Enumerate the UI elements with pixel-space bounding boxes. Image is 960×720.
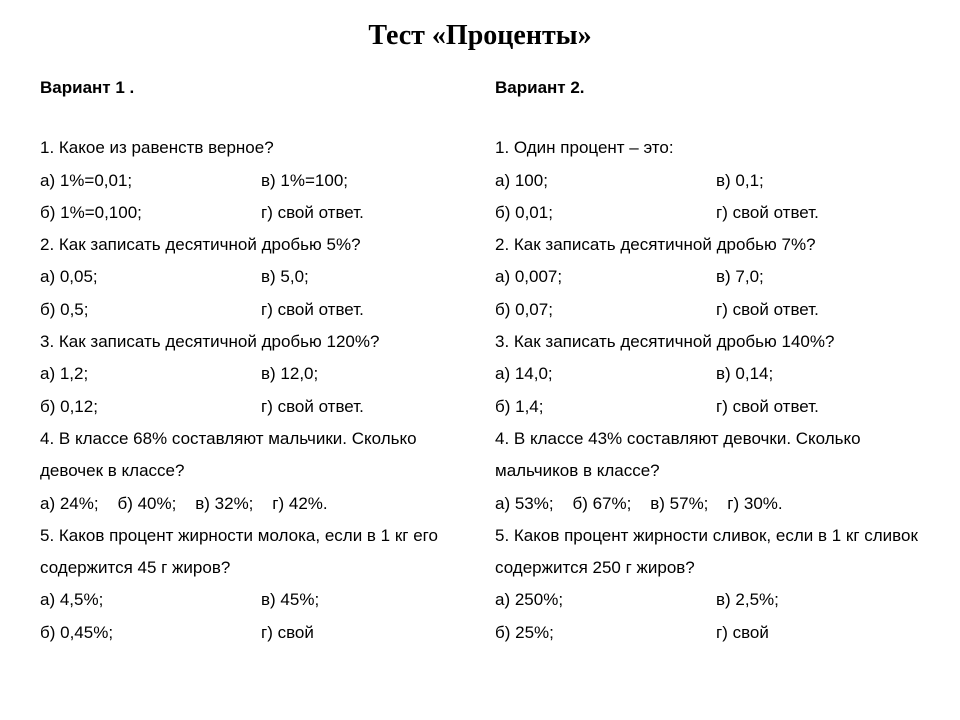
- columns-wrapper: Вариант 1 . 1. Какое из равенств верное?…: [40, 72, 920, 649]
- v2-q3-row1: а) 14,0; в) 0,14;: [495, 358, 920, 390]
- v1-q5-a: а) 4,5%;: [40, 584, 261, 616]
- v1-q5-text: 5. Каков процент жирности молока, если в…: [40, 520, 465, 585]
- v1-q1-b: б) 1%=0,100;: [40, 197, 261, 229]
- v2-q1-g: г) свой ответ.: [716, 197, 920, 229]
- v2-q4-text: 4. В классе 43% составляют девочки. Скол…: [495, 423, 920, 488]
- v1-q1-row2: б) 1%=0,100; г) свой ответ.: [40, 197, 465, 229]
- v2-q5-g: г) свой: [716, 617, 920, 649]
- variant-2-column: Вариант 2. 1. Один процент – это: а) 100…: [495, 72, 920, 649]
- v1-q3-row2: б) 0,12; г) свой ответ.: [40, 391, 465, 423]
- v2-q5-a: а) 250%;: [495, 584, 716, 616]
- v2-q1-row2: б) 0,01; г) свой ответ.: [495, 197, 920, 229]
- v1-q2-g: г) свой ответ.: [261, 294, 465, 326]
- v1-q5-row1: а) 4,5%; в) 45%;: [40, 584, 465, 616]
- v2-q5-row1: а) 250%; в) 2,5%;: [495, 584, 920, 616]
- v2-q2-row2: б) 0,07; г) свой ответ.: [495, 294, 920, 326]
- v2-q5-text: 5. Каков процент жирности сливок, если в…: [495, 520, 920, 585]
- v2-q5-b: б) 25%;: [495, 617, 716, 649]
- v1-q2-row2: б) 0,5; г) свой ответ.: [40, 294, 465, 326]
- v1-q1-g: г) свой ответ.: [261, 197, 465, 229]
- v1-q3-text: 3. Как записать десятичной дробью 120%?: [40, 326, 465, 358]
- v2-q1-text: 1. Один процент – это:: [495, 132, 920, 164]
- v1-q2-b: б) 0,5;: [40, 294, 261, 326]
- v2-q2-row1: а) 0,007; в) 7,0;: [495, 261, 920, 293]
- v1-q3-b: б) 0,12;: [40, 391, 261, 423]
- v2-q2-v: в) 7,0;: [716, 261, 920, 293]
- v1-q5-b: б) 0,45%;: [40, 617, 261, 649]
- variant-1-column: Вариант 1 . 1. Какое из равенств верное?…: [40, 72, 465, 649]
- v2-q5-row2: б) 25%; г) свой: [495, 617, 920, 649]
- v2-q3-a: а) 14,0;: [495, 358, 716, 390]
- v1-q1-text: 1. Какое из равенств верное?: [40, 132, 465, 164]
- v2-q3-row2: б) 1,4; г) свой ответ.: [495, 391, 920, 423]
- v2-q1-row1: а) 100; в) 0,1;: [495, 165, 920, 197]
- page-title: Тест «Проценты»: [40, 20, 920, 52]
- v1-q5-v: в) 45%;: [261, 584, 465, 616]
- v2-q2-b: б) 0,07;: [495, 294, 716, 326]
- v1-q1-a: а) 1%=0,01;: [40, 165, 261, 197]
- v1-q4-inline: а) 24%; б) 40%; в) 32%; г) 42%.: [40, 488, 465, 520]
- v2-q4-inline: а) 53%; б) 67%; в) 57%; г) 30%.: [495, 488, 920, 520]
- v2-q3-text: 3. Как записать десятичной дробью 140%?: [495, 326, 920, 358]
- v1-q4-text: 4. В классе 68% составляют мальчики. Ско…: [40, 423, 465, 488]
- v2-q3-v: в) 0,14;: [716, 358, 920, 390]
- variant-2-heading: Вариант 2.: [495, 72, 920, 104]
- v1-q3-v: в) 12,0;: [261, 358, 465, 390]
- v1-q1-v: в) 1%=100;: [261, 165, 465, 197]
- v2-q2-a: а) 0,007;: [495, 261, 716, 293]
- v2-q3-g: г) свой ответ.: [716, 391, 920, 423]
- v1-q3-a: а) 1,2;: [40, 358, 261, 390]
- v2-q5-v: в) 2,5%;: [716, 584, 920, 616]
- v2-q2-text: 2. Как записать десятичной дробью 7%?: [495, 229, 920, 261]
- v2-q1-v: в) 0,1;: [716, 165, 920, 197]
- v1-q1-row1: а) 1%=0,01; в) 1%=100;: [40, 165, 465, 197]
- v1-q5-g: г) свой: [261, 617, 465, 649]
- v2-q1-b: б) 0,01;: [495, 197, 716, 229]
- v1-q3-g: г) свой ответ.: [261, 391, 465, 423]
- v1-q2-a: а) 0,05;: [40, 261, 261, 293]
- v2-q2-g: г) свой ответ.: [716, 294, 920, 326]
- v1-q5-row2: б) 0,45%; г) свой: [40, 617, 465, 649]
- v2-q1-a: а) 100;: [495, 165, 716, 197]
- v1-q2-text: 2. Как записать десятичной дробью 5%?: [40, 229, 465, 261]
- v1-q2-v: в) 5,0;: [261, 261, 465, 293]
- v1-q2-row1: а) 0,05; в) 5,0;: [40, 261, 465, 293]
- v1-q3-row1: а) 1,2; в) 12,0;: [40, 358, 465, 390]
- variant-1-heading: Вариант 1 .: [40, 72, 465, 104]
- v2-q3-b: б) 1,4;: [495, 391, 716, 423]
